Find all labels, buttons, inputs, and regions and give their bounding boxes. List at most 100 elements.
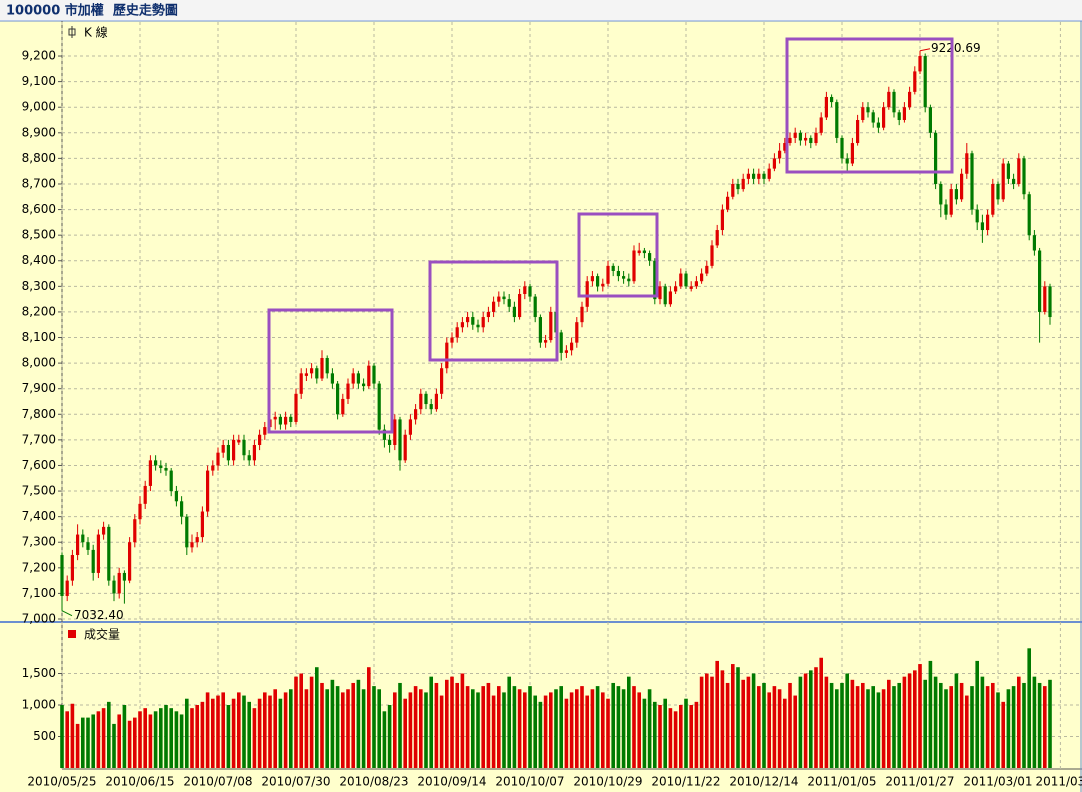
volume-bar bbox=[809, 670, 813, 768]
volume-bar bbox=[159, 708, 163, 768]
candle-body bbox=[174, 491, 178, 502]
candle-body bbox=[606, 265, 610, 284]
volume-bar bbox=[1011, 686, 1016, 768]
volume-bar bbox=[393, 692, 397, 768]
candle-body bbox=[346, 383, 350, 399]
y-tick-label: 7,800 bbox=[22, 407, 56, 421]
volume-bar bbox=[491, 695, 496, 768]
highlight-box bbox=[267, 308, 394, 434]
volume-bar bbox=[164, 705, 168, 768]
candle-body bbox=[840, 137, 844, 159]
candle-body bbox=[325, 357, 329, 374]
volume-bar bbox=[257, 698, 262, 768]
candle-body bbox=[871, 112, 875, 123]
volume-bar bbox=[975, 660, 979, 768]
volume-bar bbox=[304, 689, 309, 768]
x-tick-label: 2010/07/08 bbox=[183, 775, 252, 789]
candle-body bbox=[76, 534, 80, 556]
legend-icon bbox=[68, 630, 76, 638]
volume-bar bbox=[507, 676, 511, 768]
candle-body bbox=[700, 273, 704, 282]
candle-body bbox=[710, 245, 714, 266]
candle-body bbox=[242, 439, 246, 456]
volume-bar bbox=[231, 698, 236, 768]
y-tick-label: 7,000 bbox=[22, 612, 56, 626]
volume-bar bbox=[595, 686, 600, 768]
volume-bar bbox=[377, 689, 381, 768]
candle-body bbox=[544, 340, 548, 343]
volume-bar bbox=[356, 679, 361, 768]
candle-body bbox=[788, 137, 792, 144]
layers: 7,000 7,100 7,200 7,300 7,400 7,500 7,600 7,700… bbox=[22, 22, 1082, 789]
candle-body bbox=[970, 153, 974, 210]
volume-bar bbox=[746, 676, 751, 768]
volume-bar bbox=[122, 705, 127, 768]
candle-body bbox=[232, 439, 236, 461]
candle-body bbox=[486, 311, 490, 318]
volume-bar bbox=[892, 686, 896, 768]
volume-bar bbox=[101, 708, 106, 768]
volume-bar bbox=[783, 698, 787, 768]
candle-body bbox=[252, 444, 256, 461]
volume-bar bbox=[346, 689, 350, 768]
candle-body bbox=[741, 178, 745, 190]
candle-body bbox=[1038, 250, 1042, 312]
volume-bar bbox=[611, 682, 615, 768]
volume-bar bbox=[91, 714, 95, 768]
volume-bar bbox=[107, 701, 111, 768]
y-tick-label: 7,200 bbox=[22, 560, 56, 574]
candle-body bbox=[91, 549, 95, 573]
candle-body bbox=[715, 230, 719, 246]
volume-bar bbox=[450, 676, 454, 768]
candle-body bbox=[190, 542, 194, 548]
volume-bar bbox=[710, 676, 714, 768]
volume-bar bbox=[705, 673, 709, 768]
candle-body bbox=[1001, 163, 1005, 200]
candle-body bbox=[206, 470, 210, 512]
volume-bar bbox=[309, 676, 314, 768]
volume-bar bbox=[413, 686, 418, 768]
volume-bar bbox=[174, 711, 179, 768]
y-tick-label: 7,400 bbox=[22, 509, 56, 523]
candle-body bbox=[1043, 286, 1047, 312]
candle-body bbox=[336, 383, 340, 415]
volume-bar bbox=[372, 686, 376, 768]
volume-bar bbox=[419, 689, 423, 768]
candle-body bbox=[1022, 158, 1026, 195]
volume-bar bbox=[523, 692, 527, 768]
y-tick-label: 7,700 bbox=[22, 432, 56, 446]
candle-body bbox=[653, 260, 657, 300]
volume-bar bbox=[1048, 679, 1052, 768]
volume-bar bbox=[205, 692, 210, 768]
volume-bar bbox=[117, 714, 121, 768]
candle-body bbox=[559, 332, 563, 353]
candle-body bbox=[892, 91, 896, 113]
y-tick-label: 8,200 bbox=[22, 304, 56, 318]
volume-bar bbox=[673, 711, 678, 768]
volume-bar bbox=[200, 701, 205, 768]
volume-bar bbox=[127, 720, 132, 768]
candle-body bbox=[658, 286, 662, 300]
candle-body bbox=[299, 373, 303, 394]
candle-body bbox=[882, 107, 886, 128]
candle-body bbox=[590, 276, 594, 282]
volume-bar bbox=[772, 686, 777, 768]
candle-body bbox=[460, 322, 464, 328]
candle-body bbox=[388, 439, 392, 445]
candle-body bbox=[138, 503, 142, 520]
volume-bar bbox=[923, 679, 927, 768]
volume-bar bbox=[970, 686, 974, 768]
candle-body bbox=[362, 383, 366, 387]
volume-bar bbox=[502, 692, 506, 768]
candle-body bbox=[419, 393, 423, 410]
x-tick-label: 2010/11/22 bbox=[651, 775, 720, 789]
candle-body bbox=[86, 542, 90, 550]
volume-bar bbox=[1037, 682, 1042, 768]
volume-bar bbox=[949, 686, 953, 768]
candle-body bbox=[169, 470, 173, 492]
volume-bar bbox=[543, 695, 548, 768]
volume-bar bbox=[512, 686, 517, 768]
highlight-box bbox=[785, 37, 954, 174]
y-tick-label: 8,900 bbox=[22, 125, 56, 139]
